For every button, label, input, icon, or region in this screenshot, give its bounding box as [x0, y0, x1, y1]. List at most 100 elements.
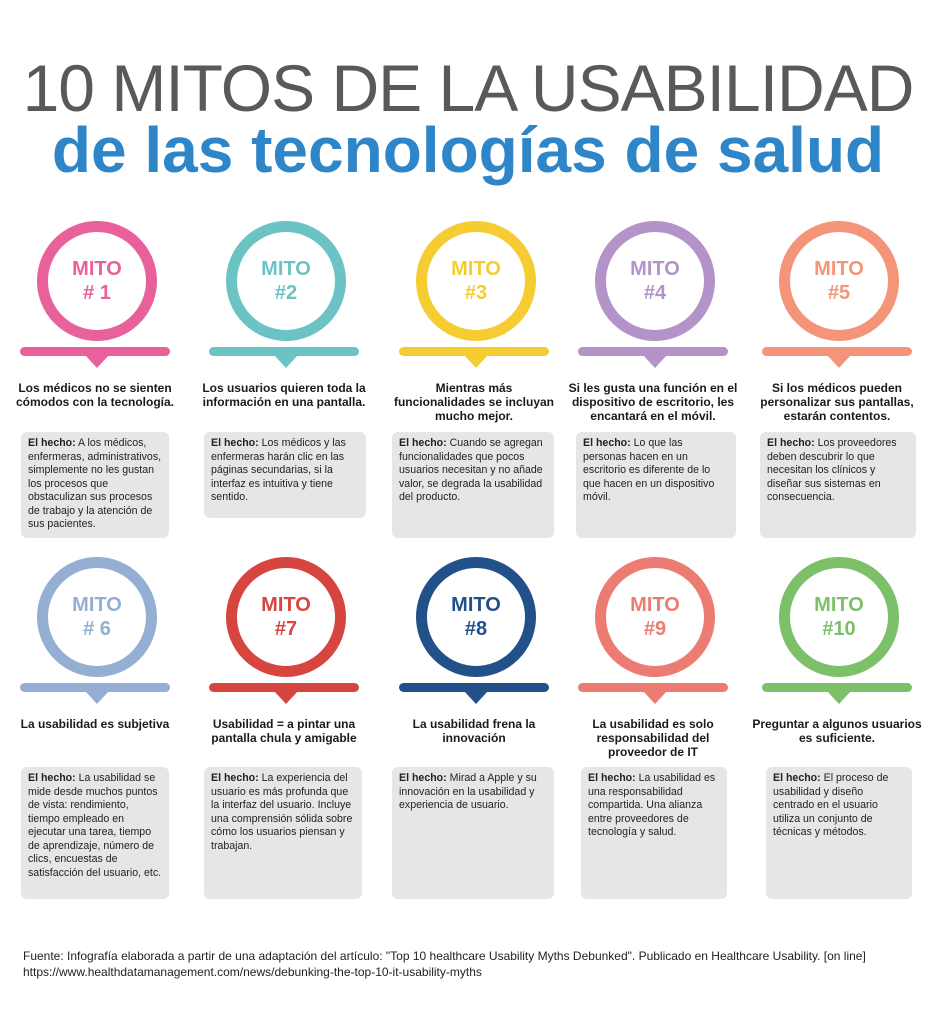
fact-text: La usabilidad se mide desde muchos punto…	[28, 772, 162, 879]
pin-base-bar	[399, 347, 549, 356]
myth-card: MITO #3	[389, 221, 559, 368]
myth-number: #5	[827, 282, 851, 304]
fact-box: El hecho: Lo que las personas hacen en u…	[576, 432, 736, 538]
pin-base-bar	[20, 347, 170, 356]
myth-statement: Si les gusta una función en el dispositi…	[568, 381, 738, 423]
pin-base-bar	[20, 683, 170, 692]
myth-badge: MITO #9	[595, 557, 715, 677]
pin-pointer	[827, 691, 851, 704]
myth-card: MITO #9	[568, 557, 738, 704]
fact-label: El hecho:	[28, 772, 76, 784]
pin-pointer	[643, 355, 667, 368]
fact-label: El hecho:	[399, 437, 447, 449]
fact-label: El hecho:	[211, 772, 259, 784]
map-pin-icon: MITO #4	[568, 221, 738, 368]
fact-box: El hecho: El proceso de usabilidad y dis…	[766, 767, 912, 899]
pin-pointer	[274, 691, 298, 704]
fact-box: El hecho: Mirad a Apple y su innovación …	[392, 767, 554, 899]
myth-badge: MITO #3	[416, 221, 536, 341]
pin-base-bar	[578, 683, 728, 692]
fact-text: Los proveedores deben descubrir lo que n…	[767, 437, 897, 503]
fact-text: Lo que las personas hacen en un escritor…	[583, 437, 715, 503]
map-pin-icon: MITO #5	[752, 221, 922, 368]
title-line-2: de las tecnologías de salud	[51, 114, 885, 186]
myth-statement: La usabilidad frena la innovación	[412, 717, 536, 745]
pin-pointer	[464, 691, 488, 704]
myth-badge: MITO #2	[226, 221, 346, 341]
myth-badge: MITO #8	[416, 557, 536, 677]
pin-pointer	[85, 691, 109, 704]
pin-base-bar	[762, 683, 912, 692]
fact-label: El hecho:	[399, 772, 447, 784]
map-pin-icon: MITO #9	[568, 557, 738, 704]
fact-box: El hecho: A los médicos, enfermeras, adm…	[21, 432, 169, 538]
myth-badge: MITO #10	[779, 557, 899, 677]
pin-pointer	[827, 355, 851, 368]
fact-text: El proceso de usabilidad y diseño centra…	[773, 772, 889, 838]
source-url: https://www.healthdatamanagement.com/new…	[23, 965, 482, 979]
myth-badge: MITO #4	[595, 221, 715, 341]
source-note: Fuente: Infografía elaborada a partir de…	[23, 948, 923, 980]
myth-label: MITO	[451, 594, 501, 616]
myth-badge: MITO #5	[779, 221, 899, 341]
fact-label: El hecho:	[211, 437, 259, 449]
myth-statement: La usabilidad es subjetiva	[20, 717, 170, 731]
myth-label: MITO	[261, 594, 311, 616]
map-pin-icon: MITO # 1	[10, 221, 180, 368]
myth-card: MITO # 6	[10, 557, 180, 704]
myth-number: #10	[822, 618, 856, 640]
myth-label: MITO	[451, 258, 501, 280]
fact-label: El hecho:	[767, 437, 815, 449]
myth-label: MITO	[814, 258, 864, 280]
fact-box: El hecho: La experiencia del usuario es …	[204, 767, 362, 899]
fact-box: El hecho: La usabilidad es una responsab…	[581, 767, 727, 899]
myth-number: #8	[464, 618, 488, 640]
myth-number: #9	[643, 618, 667, 640]
fact-box: El hecho: La usabilidad se mide desde mu…	[21, 767, 169, 899]
myth-statement: La usabilidad es solo responsabilidad de…	[592, 717, 714, 759]
fact-text: La experiencia del usuario es más profun…	[211, 772, 353, 852]
myth-badge: MITO # 6	[37, 557, 157, 677]
myth-statement: Preguntar a algunos usuarios es suficien…	[752, 717, 922, 745]
fact-box: El hecho: Los médicos y las enfermeras h…	[204, 432, 366, 518]
fact-text: Cuando se agregan funcionalidades que po…	[399, 437, 543, 503]
fact-box: El hecho: Cuando se agregan funcionalida…	[392, 432, 554, 538]
myth-label: MITO	[630, 258, 680, 280]
fact-text: Mirad a Apple y su innovación en la usab…	[399, 772, 537, 811]
map-pin-icon: MITO #2	[199, 221, 369, 368]
map-pin-icon: MITO #7	[199, 557, 369, 704]
myth-statement: Si los médicos pueden personalizar sus p…	[760, 381, 914, 423]
myth-card: MITO #8	[389, 557, 559, 704]
pin-base-bar	[209, 347, 359, 356]
fact-label: El hecho:	[588, 772, 636, 784]
pin-base-bar	[209, 683, 359, 692]
map-pin-icon: MITO #3	[389, 221, 559, 368]
myth-label: MITO	[814, 594, 864, 616]
map-pin-icon: MITO #8	[389, 557, 559, 704]
myth-statement: Mientras más funcionalidades se incluyan…	[393, 381, 555, 423]
myth-statement: Usabilidad = a pintar una pantalla chula…	[211, 717, 357, 745]
myth-number: # 6	[83, 618, 111, 640]
myth-card: MITO #2	[199, 221, 369, 368]
fact-label: El hecho:	[773, 772, 821, 784]
source-citation: Fuente: Infografía elaborada a partir de…	[23, 949, 866, 963]
myth-badge: MITO # 1	[37, 221, 157, 341]
fact-box: El hecho: Los proveedores deben descubri…	[760, 432, 916, 538]
fact-text: La usabilidad es una responsabilidad com…	[588, 772, 716, 838]
pin-pointer	[85, 355, 109, 368]
myth-statement: Los médicos no se sienten cómodos con la…	[15, 381, 175, 409]
myth-number: #3	[464, 282, 488, 304]
myth-card: MITO # 1	[10, 221, 180, 368]
myth-label: MITO	[72, 258, 122, 280]
pin-pointer	[274, 355, 298, 368]
myth-number: #2	[274, 282, 298, 304]
pin-base-bar	[762, 347, 912, 356]
map-pin-icon: MITO #10	[752, 557, 922, 704]
myth-card: MITO #10	[752, 557, 922, 704]
pin-pointer	[643, 691, 667, 704]
myth-card: MITO #4	[568, 221, 738, 368]
myth-card: MITO #5	[752, 221, 922, 368]
title-line-1: 10 MITOS DE LA USABILIDAD	[22, 51, 915, 125]
myth-number: #7	[274, 618, 298, 640]
pin-base-bar	[578, 347, 728, 356]
